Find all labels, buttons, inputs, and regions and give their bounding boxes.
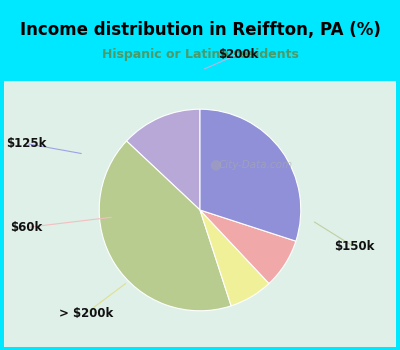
- Text: $150k: $150k: [334, 240, 374, 253]
- Wedge shape: [99, 141, 231, 311]
- Text: $125k: $125k: [6, 137, 46, 150]
- Text: > $200k: > $200k: [59, 307, 113, 320]
- Text: Income distribution in Reiffton, PA (%): Income distribution in Reiffton, PA (%): [20, 21, 380, 39]
- Text: City-Data.com: City-Data.com: [218, 160, 292, 170]
- Text: ●: ●: [209, 158, 221, 172]
- Wedge shape: [126, 109, 200, 210]
- Wedge shape: [200, 109, 301, 241]
- Text: Hispanic or Latino residents: Hispanic or Latino residents: [102, 48, 298, 61]
- Text: $200k: $200k: [218, 48, 258, 61]
- Wedge shape: [200, 210, 269, 306]
- Wedge shape: [200, 210, 296, 284]
- Text: $60k: $60k: [10, 221, 42, 234]
